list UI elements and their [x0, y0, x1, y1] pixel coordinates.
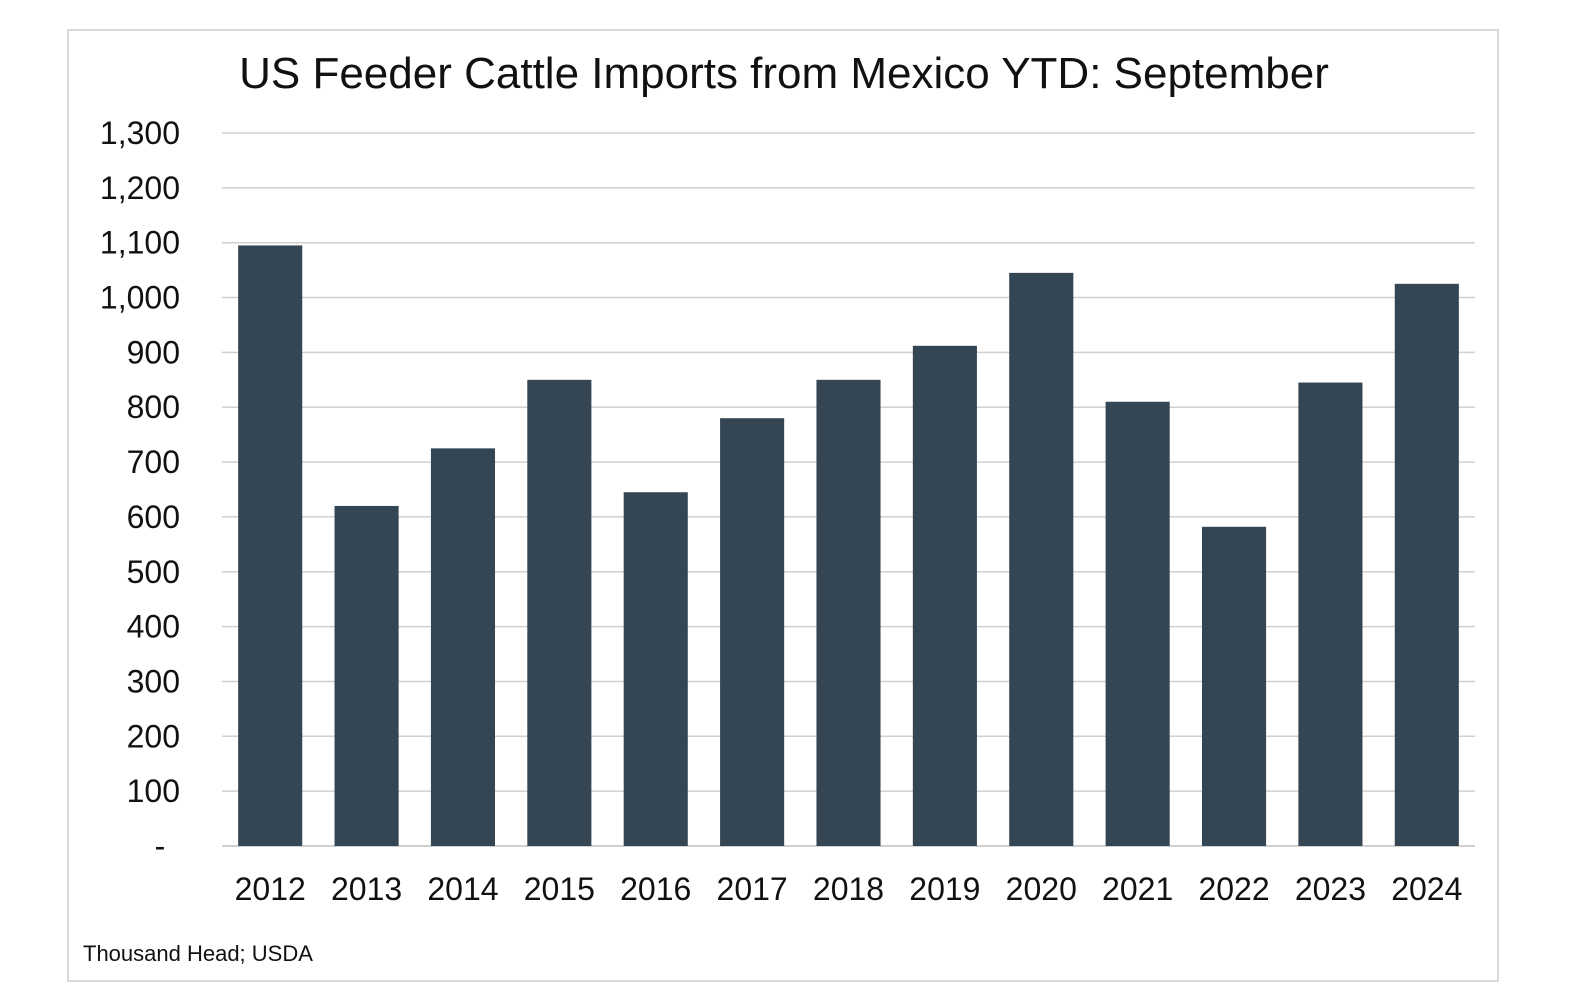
x-axis-ticks: 2012 2013 2014 2015 2016 2017 2018 2019 2020 2021…: [235, 871, 1463, 907]
bar-2014: [430, 448, 496, 846]
bar-2016: [623, 492, 688, 846]
y-tick-label: 1,200: [100, 170, 180, 206]
bar-2021: [1105, 401, 1170, 846]
y-tick-label: 1,100: [100, 225, 180, 261]
x-tick-label: 2015: [524, 871, 595, 907]
bar-2018: [816, 379, 881, 846]
x-tick-label: 2013: [331, 871, 402, 907]
x-tick-label: 2021: [1102, 871, 1173, 907]
bars: [238, 245, 1459, 847]
bar-2024: [1394, 283, 1459, 847]
bar-2017: [720, 418, 785, 846]
bar-2020: [1009, 272, 1074, 847]
y-tick-label: 1,000: [100, 280, 180, 316]
y-tick-label: 900: [127, 334, 180, 370]
x-tick-label: 2014: [427, 871, 498, 907]
y-tick-label: 500: [127, 554, 180, 590]
bar-2022: [1201, 526, 1267, 846]
x-tick-label: 2022: [1198, 871, 1269, 907]
source-note: Thousand Head; USDA: [83, 941, 313, 966]
bar-2012: [238, 245, 303, 846]
x-tick-label: 2017: [717, 871, 788, 907]
x-tick-label: 2012: [235, 871, 306, 907]
y-tick-label: 700: [127, 444, 180, 480]
bar-2019: [912, 345, 977, 846]
y-tick-label: 600: [127, 499, 180, 535]
y-tick-label: 300: [127, 663, 180, 699]
x-tick-label: 2023: [1295, 871, 1366, 907]
x-tick-label: 2019: [909, 871, 980, 907]
y-tick-label: 400: [127, 609, 180, 645]
bar-2013: [334, 505, 399, 846]
bar-2015: [527, 379, 592, 846]
y-tick-label: 200: [127, 718, 180, 754]
y-tick-label: 1,300: [100, 115, 180, 151]
y-tick-label: -: [155, 828, 166, 864]
x-tick-label: 2024: [1391, 871, 1462, 907]
bar-2023: [1298, 382, 1363, 846]
x-tick-label: 2020: [1006, 871, 1077, 907]
chart-title: US Feeder Cattle Imports from Mexico YTD…: [239, 49, 1329, 98]
y-axis-ticks: - 100 200 300 400 500 600 700 800 900 1,000 1,100 1,…: [100, 115, 180, 864]
y-tick-label: 100: [127, 773, 180, 809]
x-tick-label: 2018: [813, 871, 884, 907]
x-tick-label: 2016: [620, 871, 691, 907]
y-tick-label: 800: [127, 389, 180, 425]
